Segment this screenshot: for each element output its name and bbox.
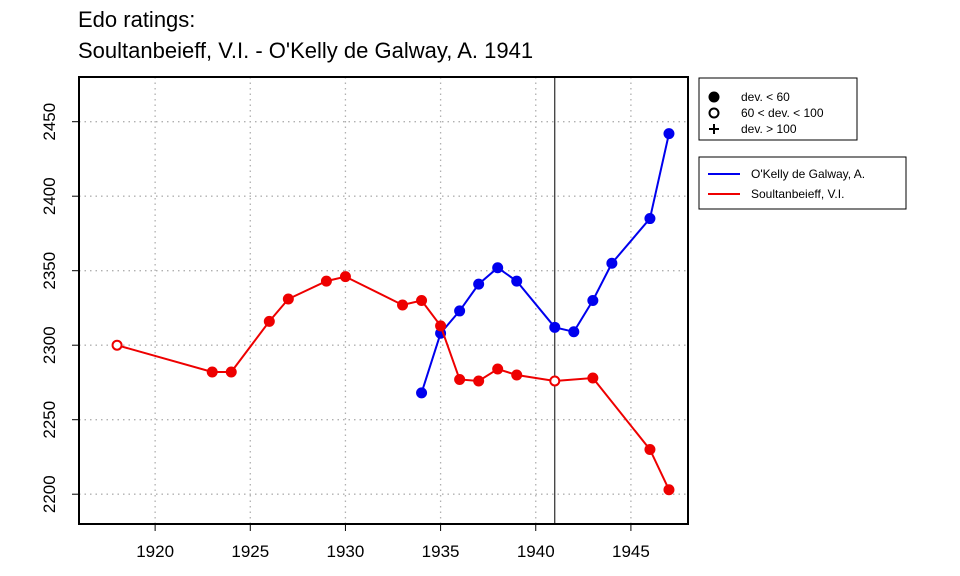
x-tick-label: 1920: [136, 542, 174, 561]
legend-series-label: Soultanbeieff, V.I.: [751, 187, 844, 201]
x-axis: 1920 1925 1930 1935 1940 1945: [136, 524, 650, 561]
data-point: [644, 444, 656, 455]
y-tick-label: 2400: [40, 177, 59, 215]
legend-marker-plus: [709, 124, 719, 134]
data-point: [397, 299, 409, 311]
x-tick-label: 1935: [422, 542, 460, 561]
data-point: [416, 387, 428, 399]
plot-frame: [78, 76, 689, 525]
series-line: [116, 275, 670, 491]
data-point: [225, 366, 237, 378]
data-point: [663, 484, 675, 496]
legend-series-label: O'Kelly de Galway, A.: [751, 167, 865, 181]
chart-title-line-2: Soultanbeieff, V.I. - O'Kelly de Galway,…: [78, 38, 534, 63]
x-tick-label: 1930: [327, 542, 365, 561]
grid: [79, 77, 688, 524]
data-point: [568, 326, 580, 338]
data-point: [511, 369, 523, 381]
data-point: [549, 321, 561, 333]
data-point: [663, 128, 675, 140]
legend-deviation-label: dev. > 100: [741, 122, 797, 136]
series-group: [111, 128, 675, 496]
data-point: [606, 257, 618, 269]
data-point: [454, 373, 466, 385]
chart-title-line-1: Edo ratings:: [78, 7, 196, 32]
data-point: [492, 363, 504, 375]
data-point: [492, 262, 504, 274]
legend-series: O'Kelly de Galway, A. Soultanbeieff, V.I.: [698, 156, 907, 210]
data-point: [454, 305, 466, 317]
legend-deviation: dev. < 60 60 < dev. < 100 dev. > 100: [698, 77, 858, 141]
y-tick-label: 2300: [40, 326, 59, 364]
series-line: [420, 133, 670, 394]
series-soultanbeieff: [111, 271, 675, 496]
data-point: [587, 295, 599, 306]
y-tick-label: 2450: [40, 103, 59, 141]
legend-marker-open: [708, 107, 720, 119]
x-tick-label: 1940: [517, 542, 555, 561]
data-point: [587, 372, 599, 384]
data-point: [206, 366, 218, 378]
series-okelly: [416, 128, 675, 399]
y-axis: 2200 2250 2300 2350 2400 2450: [40, 103, 79, 513]
x-tick-label: 1945: [612, 542, 650, 561]
data-point: [511, 275, 523, 287]
data-point: [473, 375, 485, 387]
legend-deviation-label: 60 < dev. < 100: [741, 106, 824, 120]
legend-deviation-label: dev. < 60: [741, 90, 790, 104]
data-point: [263, 315, 275, 327]
data-point: [549, 375, 561, 387]
data-point: [644, 213, 656, 225]
data-point: [111, 339, 123, 351]
data-point: [416, 295, 428, 306]
data-point: [435, 320, 447, 332]
y-tick-label: 2350: [40, 252, 59, 290]
legend-series-box: [698, 156, 907, 210]
y-tick-label: 2250: [40, 401, 59, 439]
y-tick-label: 2200: [40, 475, 59, 513]
data-point: [320, 275, 332, 287]
data-point: [473, 278, 485, 290]
x-tick-label: 1925: [231, 542, 269, 561]
legend-deviation-box: [698, 77, 858, 141]
data-point: [282, 293, 294, 305]
legend-marker-filled: [708, 91, 720, 103]
data-point: [339, 271, 351, 283]
